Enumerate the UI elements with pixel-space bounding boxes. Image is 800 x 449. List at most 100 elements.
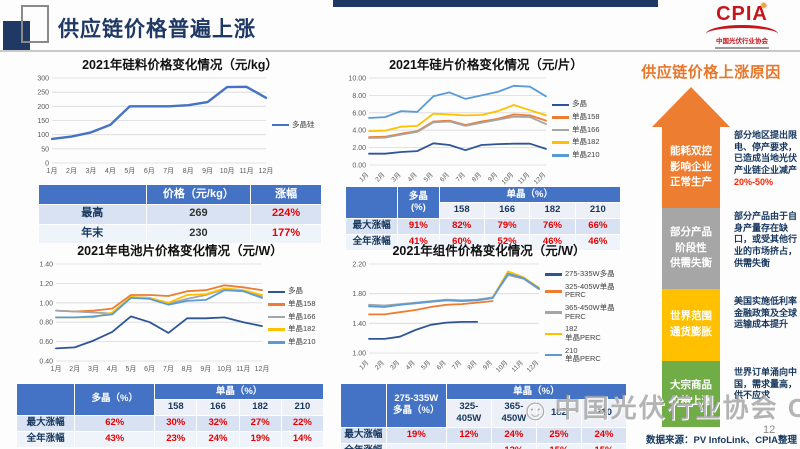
table-silicon-wafer: 多晶 (%) 单晶（%） 158 166 182 210 最大涨幅 91% 82% 79% 76% 6… — [344, 186, 622, 251]
svg-text:10月: 10月 — [217, 365, 232, 373]
svg-text:8月: 8月 — [466, 359, 479, 372]
svg-text:12月: 12月 — [255, 365, 270, 373]
table-row: 最大涨幅 62% 30% 32% 27% 22% — [15, 414, 325, 432]
svg-text:9月: 9月 — [200, 365, 211, 373]
svg-text:1.20: 1.20 — [39, 281, 53, 288]
table-cell: 25% — [535, 426, 582, 444]
svg-text:2月: 2月 — [69, 365, 80, 373]
table-row: 最大涨幅 91% 82% 79% 76% 66% — [344, 217, 622, 235]
reason-desc: 部分产品由于自身产量存在缺口，或受其他行业的市场挤占，供需失衡 — [734, 211, 798, 269]
svg-text:1.40: 1.40 — [352, 321, 366, 328]
table-cell: 46% — [574, 233, 622, 251]
legend-item: 单晶210 — [268, 337, 328, 347]
table-cell: 210 — [280, 398, 325, 416]
svg-text:100: 100 — [37, 132, 49, 139]
table-cell: 全年涨幅 — [15, 430, 76, 448]
table-module: 275-335W 多晶（%） 单晶（%） 325-405W 365-450W 182 21… — [340, 383, 628, 449]
table-cell: 19% — [385, 426, 447, 444]
table-cell: 79% — [483, 217, 531, 235]
svg-text:10.00: 10.00 — [348, 76, 366, 83]
svg-text:300: 300 — [37, 76, 49, 83]
svg-text:4月: 4月 — [406, 171, 419, 184]
svg-text:2.00: 2.00 — [352, 145, 366, 152]
legend-item: 365-450W单晶PERC — [545, 303, 633, 321]
svg-text:9月: 9月 — [481, 359, 494, 372]
svg-text:9月: 9月 — [202, 167, 213, 175]
reason-desc: 世界订单涌向中国，需求量高，供不应求 — [734, 367, 798, 402]
svg-text:8月: 8月 — [182, 365, 193, 373]
legend-dash-icon — [268, 328, 285, 331]
table-silicon-material: 价格（元/kg） 涨幅 最高 269 224% 年末 230 177% — [38, 184, 322, 245]
svg-text:7月: 7月 — [163, 365, 174, 373]
sun-icon: ✹ — [759, 1, 768, 12]
table-cell: 单晶（%） — [445, 383, 628, 400]
table-cell: 210 — [580, 398, 628, 428]
legend-dash-icon — [552, 116, 569, 119]
table-cell: 全年涨幅 — [344, 233, 399, 251]
legend-dash-icon — [268, 315, 285, 319]
chart-title: 2021年硅片价格变化情况（元/片） — [389, 58, 583, 72]
table-cell: 15% — [580, 442, 628, 449]
table-cell: 最高 — [38, 203, 147, 225]
svg-text:11月: 11月 — [510, 359, 525, 374]
svg-text:6月: 6月 — [435, 359, 448, 372]
silicon-wafer-line-chart: 0.00 2.00 4.00 6.00 8.00 10.00 1月 2月 3月 4月 5月 6月 7月 8… — [345, 74, 550, 187]
cpia-org-name: 中国光伏行业协会 — [716, 38, 768, 45]
table-cell: 66% — [574, 217, 622, 235]
data-source: 数据来源：PV InfoLink、CPIA整理 — [646, 435, 797, 446]
table-cell: 182 — [238, 398, 282, 416]
table-solar-cell: 多晶（%） 单晶（%） 158 166 182 210 最大涨幅 62% 30% 32% 27% 22… — [15, 383, 325, 448]
svg-text:4月: 4月 — [107, 365, 118, 373]
table-cell — [340, 383, 387, 428]
header-divider — [0, 50, 800, 52]
table-cell: 365-450W — [490, 398, 537, 428]
svg-text:4月: 4月 — [105, 167, 116, 175]
svg-text:8月: 8月 — [183, 167, 194, 175]
svg-text:0.80: 0.80 — [39, 320, 53, 327]
legend-dash-icon — [552, 128, 569, 132]
svg-text:1月: 1月 — [47, 167, 58, 175]
legend-dash-icon — [545, 311, 562, 314]
table-cell: 单晶（%） — [154, 383, 324, 400]
legend-item: 单晶210 — [552, 150, 627, 160]
table-cell: 14% — [280, 430, 325, 448]
top-accent-strip — [333, 0, 658, 7]
table-cell: 82% — [438, 217, 485, 235]
svg-text:4月: 4月 — [404, 359, 417, 372]
table-cell: 52% — [483, 233, 531, 251]
chart-legend: 275-335W多晶 325-405W单晶PERC 365-450W单晶PERC 18… — [543, 270, 633, 364]
legend-dash-icon — [552, 103, 569, 106]
svg-text:2月: 2月 — [373, 359, 386, 372]
legend-item: 210 单晶PERC — [545, 346, 633, 364]
watermark: ☺中国光伏行业协会 CPIA — [520, 388, 800, 428]
svg-text:0.60: 0.60 — [39, 339, 53, 346]
table-cell — [15, 383, 76, 416]
svg-text:10月: 10月 — [500, 171, 515, 186]
table-row: 多晶 (%) 单晶（%） — [344, 186, 621, 219]
desc-text: 部分地区提出限电、停产要求，已造成当地光伏产业链企业减产 — [734, 130, 798, 176]
up-arrow: 能耗双控 影响企业 正常生产 部分产品 阶段性 供需失衡 世界范围 通货膨胀 大… — [652, 87, 730, 427]
table-cell: 46% — [529, 233, 576, 251]
svg-text:7月: 7月 — [450, 359, 463, 372]
table-cell: 76% — [529, 217, 576, 235]
table-cell: 166 — [196, 398, 240, 416]
svg-text:10月: 10月 — [494, 359, 509, 374]
table-cell: 价格（元/kg） — [145, 184, 252, 205]
table-cell: 12% — [445, 426, 492, 444]
svg-text:11月: 11月 — [516, 171, 531, 186]
svg-text:200: 200 — [37, 104, 49, 111]
table-row: 325-405W 365-450W 182 210 — [341, 398, 628, 428]
chart-legend: 多晶硅 — [270, 120, 328, 130]
legend-item: 单晶166 — [552, 125, 627, 135]
legend-dash-icon — [552, 141, 569, 144]
table-cell: 269 — [145, 203, 252, 225]
svg-text:6月: 6月 — [144, 365, 155, 373]
svg-text:0.40: 0.40 — [39, 359, 53, 366]
table-cell: 全年涨幅 — [340, 442, 387, 449]
solar-cell-line-chart: 0.40 0.60 0.80 1.00 1.20 1.40 1月 2月 3月 4月 5月 6月 7月 8月… — [32, 260, 269, 374]
table-cell: — — [385, 442, 447, 449]
svg-text:6月: 6月 — [144, 167, 155, 175]
svg-text:1月: 1月 — [358, 171, 371, 184]
legend-item: 多晶硅 — [272, 120, 328, 130]
